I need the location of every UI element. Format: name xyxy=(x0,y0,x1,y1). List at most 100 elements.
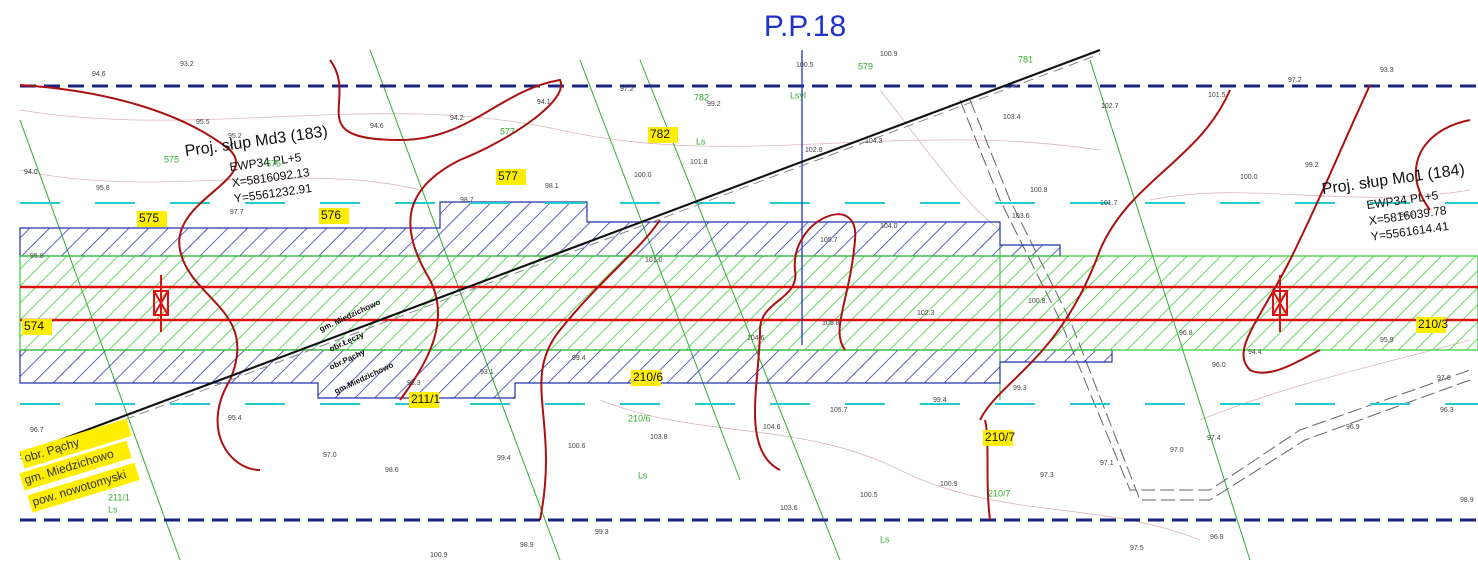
elevation: 94.6 xyxy=(92,71,106,78)
elevation: 103.4 xyxy=(1003,114,1021,121)
parcel-highlighted: 576 xyxy=(321,208,341,222)
elevation: 95.8 xyxy=(96,185,110,192)
parcel-number: 781 xyxy=(1018,54,1033,64)
elevation: 94.2 xyxy=(450,115,464,122)
elevation: 100.8 xyxy=(1030,187,1048,194)
elevation: 103.6 xyxy=(780,505,798,512)
parcel-highlighted: 574 xyxy=(24,319,44,333)
elevation: 105.7 xyxy=(830,407,848,414)
elevation: 104.6 xyxy=(763,424,781,431)
parcel-number: Lsyl xyxy=(790,90,806,100)
elevation: 100.0 xyxy=(1240,174,1258,181)
elevation: 97.2 xyxy=(1288,77,1302,84)
elevation: 97.5 xyxy=(1130,545,1144,552)
parcel-highlighted: 577 xyxy=(498,169,518,183)
elevation: 94.4 xyxy=(1248,349,1262,356)
parcel-highlighted: 575 xyxy=(139,211,159,225)
elevation: 95.5 xyxy=(196,119,210,126)
parcel-highlighted: 210/3 xyxy=(1418,317,1448,331)
protection-zone xyxy=(20,202,1060,256)
elevation: 96.8 xyxy=(1210,534,1224,541)
elevation: 104.0 xyxy=(880,223,898,230)
elevation: 96.8 xyxy=(1179,330,1193,337)
elevation: 99.3 xyxy=(595,529,609,536)
parcel-highlighted: 211/1 xyxy=(411,392,440,406)
elevation: 95.4 xyxy=(228,415,242,422)
elevation: 93.6 xyxy=(1400,212,1414,219)
elevation: 100.8 xyxy=(1028,298,1046,305)
elevation: 99.2 xyxy=(707,101,721,108)
elevation: 98.9 xyxy=(520,542,534,549)
elevation: 98.6 xyxy=(385,467,399,474)
parcel-number: Ls xyxy=(696,136,706,146)
elevation: 105.7 xyxy=(820,237,838,244)
elevation: 93.2 xyxy=(180,61,194,68)
parcel-number: Ls xyxy=(108,504,118,514)
elevation: 97.0 xyxy=(323,452,337,459)
elevation: 97.7 xyxy=(230,209,244,216)
parcel-number: 576 xyxy=(266,158,281,168)
elevation: 99.3 xyxy=(1013,385,1027,392)
parcel-highlighted: 210/6 xyxy=(633,370,663,384)
elevation: 101.5 xyxy=(1208,92,1226,99)
elevation: 99.2 xyxy=(1305,162,1319,169)
elevation: 102.3 xyxy=(917,310,935,317)
elevation: 101.7 xyxy=(1100,200,1118,207)
elevation: 100.9 xyxy=(430,552,448,559)
elevation: 95.8 xyxy=(30,253,44,260)
elevation: 103.6 xyxy=(1012,213,1030,220)
parcel-number: 579 xyxy=(858,61,873,71)
map: P.P.18Proj. słup Md3 (183)EWP34 PL+5X=58… xyxy=(0,0,1478,563)
elevation: 97.2 xyxy=(620,86,634,93)
elevation: 95.9 xyxy=(1380,337,1394,344)
pole-label: Proj. słup Md3 (183) xyxy=(184,123,329,160)
elevation: 97.4 xyxy=(1207,435,1221,442)
parcel-highlighted: 782 xyxy=(650,127,670,141)
elevation: 97.6 xyxy=(1437,375,1451,382)
parcel-number: 210/7 xyxy=(988,488,1011,498)
elevation: 103.8 xyxy=(650,434,668,441)
elevation: 102.8 xyxy=(805,147,823,154)
elevation: 105.8 xyxy=(822,320,840,327)
elevation: 94.6 xyxy=(370,123,384,130)
elevation: 100.5 xyxy=(860,492,878,499)
parcel-number: Ls xyxy=(638,470,648,480)
parcel-number: 210/6 xyxy=(628,413,651,423)
parcel-number: Ls xyxy=(880,534,890,544)
elevation: 98.9 xyxy=(1460,497,1474,504)
elevation: 96.9 xyxy=(1346,424,1360,431)
parcel-number: 211/1 xyxy=(108,492,130,502)
elevation: 98.7 xyxy=(460,197,474,204)
title: P.P.18 xyxy=(764,10,846,43)
elevation: 99.4 xyxy=(933,397,947,404)
elevation: 99.4 xyxy=(497,455,511,462)
elevation: 96.7 xyxy=(30,427,44,434)
elevation: 100.9 xyxy=(880,51,898,58)
elevation: 97.1 xyxy=(1100,460,1114,467)
parcel-highlighted: 210/7 xyxy=(985,430,1015,444)
elevation: 93.1 xyxy=(480,369,494,376)
pole-label: Proj. słup Mo1 (184) xyxy=(1321,161,1466,198)
elevation: 98.3 xyxy=(407,380,421,387)
elevation: 97.0 xyxy=(1170,447,1184,454)
parcel-number: 575 xyxy=(164,154,179,164)
elevation: 94.1 xyxy=(537,99,551,106)
elevation: 95.2 xyxy=(228,133,242,140)
elevation: 100.6 xyxy=(568,443,586,450)
elevation: 96.0 xyxy=(1212,362,1226,369)
elevation: 100.0 xyxy=(634,172,652,179)
elevation: 101.8 xyxy=(690,159,708,166)
elevation: 104.3 xyxy=(865,138,883,145)
protection-zone xyxy=(20,350,1112,398)
elevation: 102.7 xyxy=(1101,103,1119,110)
elevation: 99.4 xyxy=(572,355,586,362)
elevation: 96.3 xyxy=(1440,407,1454,414)
elevation: 97.3 xyxy=(1040,472,1054,479)
elevation: 100.9 xyxy=(940,481,958,488)
elevation: 100.5 xyxy=(796,62,814,69)
parcel-number: 577 xyxy=(500,126,515,136)
elevation: 101.0 xyxy=(645,257,663,264)
elevation: 98.1 xyxy=(545,183,559,190)
elevation: 93.3 xyxy=(1380,67,1394,74)
elevation: 94.0 xyxy=(24,169,38,176)
